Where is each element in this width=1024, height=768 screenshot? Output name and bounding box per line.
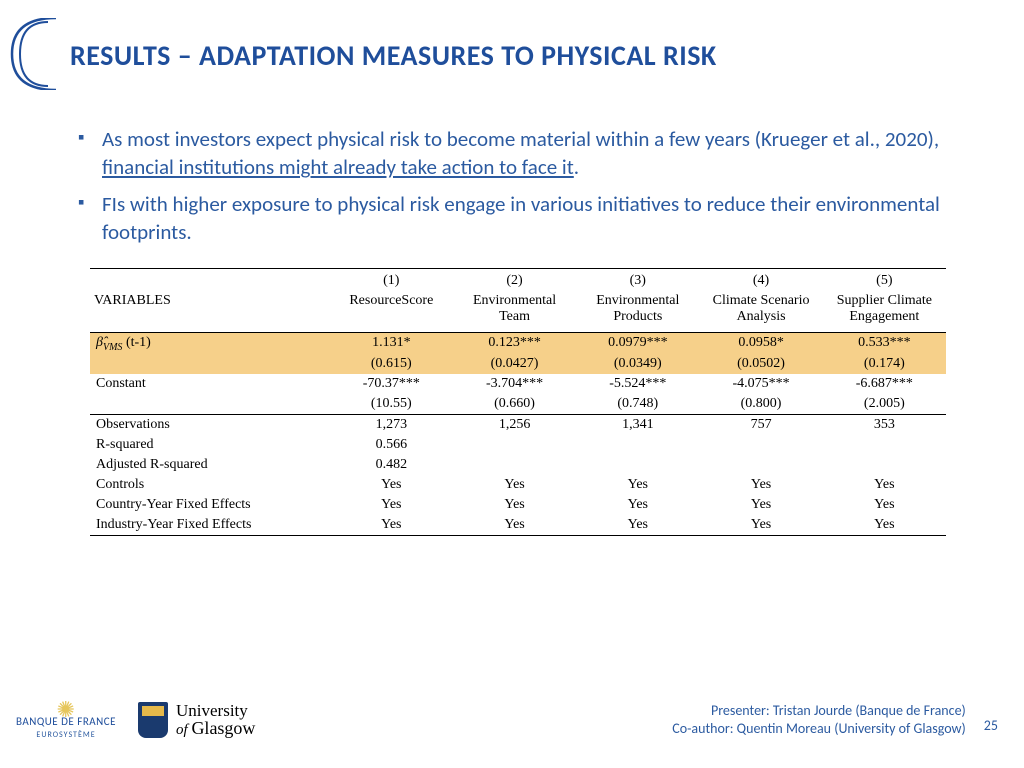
beta-2: 0.123***	[453, 332, 576, 354]
bdf-sub: EUROSYSTÈME	[36, 730, 95, 740]
header-3: Environmental Products	[576, 291, 699, 332]
uog-crest-icon	[138, 702, 168, 738]
bullet-1: As most investors expect physical risk t…	[78, 125, 946, 182]
sun-icon: ✺	[57, 699, 76, 721]
banque-de-france-logo: ✺BANQUE DE FRANCE EUROSYSTÈME	[16, 701, 116, 740]
obs-2: 1,256	[453, 415, 576, 436]
r2-label: R-squared	[90, 435, 330, 455]
cyfe-row: Country-Year Fixed Effects YesYesYesYesY…	[90, 495, 946, 515]
slide: RESULTS – ADAPTATION MEASURES TO PHYSICA…	[0, 0, 1024, 768]
variables-label: VARIABLES	[90, 291, 330, 332]
university-of-glasgow-logo: University of Glasgow	[138, 702, 255, 738]
bullet-1-text-b: .	[574, 154, 579, 180]
beta-se-5: (0.174)	[823, 354, 946, 374]
iyfe-row: Industry-Year Fixed Effects YesYesYesYes…	[90, 515, 946, 536]
presenter-line: Presenter: Tristan Jourde (Banque de Fra…	[672, 702, 966, 720]
logo-group: ✺BANQUE DE FRANCE EUROSYSTÈME University…	[16, 701, 255, 740]
colnum-3: (3)	[576, 269, 699, 292]
const-se-3: (0.748)	[576, 394, 699, 415]
const-se-row: (10.55) (0.660) (0.748) (0.800) (2.005)	[90, 394, 946, 415]
colnum-1: (1)	[330, 269, 453, 292]
results-table-wrap: (1) (2) (3) (4) (5) VARIABLES ResourceSc…	[90, 268, 946, 536]
ar2-label: Adjusted R-squared	[90, 455, 330, 475]
r2-row: R-squared 0.566	[90, 435, 946, 455]
page-number: 25	[984, 717, 998, 738]
colnum-4: (4)	[699, 269, 822, 292]
r2-1: 0.566	[330, 435, 453, 455]
beta-4: 0.0958*	[699, 332, 822, 354]
const-1: -70.37***	[330, 374, 453, 394]
bullet-1-underline: financial institutions might already tak…	[102, 154, 574, 180]
ctrl-row: Controls YesYesYesYesYes	[90, 475, 946, 495]
slide-title: RESULTS – ADAPTATION MEASURES TO PHYSICA…	[70, 38, 964, 73]
obs-1: 1,273	[330, 415, 453, 436]
beta-label: β̂VMS (t-1)	[90, 332, 330, 354]
beta-se-4: (0.0502)	[699, 354, 822, 374]
obs-label: Observations	[90, 415, 330, 436]
coauthor-line: Co-author: Quentin Moreau (University of…	[672, 720, 966, 738]
footer-right: Presenter: Tristan Jourde (Banque de Fra…	[672, 702, 998, 738]
credits: Presenter: Tristan Jourde (Banque de Fra…	[672, 702, 966, 738]
obs-4: 757	[699, 415, 822, 436]
const-4: -4.075***	[699, 374, 822, 394]
obs-row: Observations 1,273 1,256 1,341 757 353	[90, 415, 946, 436]
beta-row: β̂VMS (t-1) 1.131* 0.123*** 0.0979*** 0.…	[90, 332, 946, 354]
header-2: Environmental Team	[453, 291, 576, 332]
cyfe-label: Country-Year Fixed Effects	[90, 495, 330, 515]
corner-ornament	[10, 18, 62, 95]
const-3: -5.524***	[576, 374, 699, 394]
ar2-1: 0.482	[330, 455, 453, 475]
obs-3: 1,341	[576, 415, 699, 436]
const-label: Constant	[90, 374, 330, 394]
uog-of: of	[176, 722, 191, 738]
beta-se-1: (0.615)	[330, 354, 453, 374]
const-se-5: (2.005)	[823, 394, 946, 415]
colnum-5: (5)	[823, 269, 946, 292]
beta-3: 0.0979***	[576, 332, 699, 354]
header-4: Climate Scenario Analysis	[699, 291, 822, 332]
iyfe-label: Industry-Year Fixed Effects	[90, 515, 330, 536]
header-1: ResourceScore	[330, 291, 453, 332]
table-colnum-row: (1) (2) (3) (4) (5)	[90, 269, 946, 292]
beta-se-row: (0.615) (0.0427) (0.0349) (0.0502) (0.17…	[90, 354, 946, 374]
bullet-list: As most investors expect physical risk t…	[78, 125, 946, 246]
results-table: (1) (2) (3) (4) (5) VARIABLES ResourceSc…	[90, 268, 946, 536]
const-se-2: (0.660)	[453, 394, 576, 415]
colnum-2: (2)	[453, 269, 576, 292]
const-row: Constant -70.37*** -3.704*** -5.524*** -…	[90, 374, 946, 394]
const-2: -3.704***	[453, 374, 576, 394]
beta-se-2: (0.0427)	[453, 354, 576, 374]
uog-line1: University	[176, 702, 255, 719]
bullet-2: FIs with higher exposure to physical ris…	[78, 190, 946, 247]
beta-1: 1.131*	[330, 332, 453, 354]
header-5: Supplier Climate Engagement	[823, 291, 946, 332]
const-se-4: (0.800)	[699, 394, 822, 415]
obs-5: 353	[823, 415, 946, 436]
beta-se-3: (0.0349)	[576, 354, 699, 374]
const-se-1: (10.55)	[330, 394, 453, 415]
ctrl-label: Controls	[90, 475, 330, 495]
footer: ✺BANQUE DE FRANCE EUROSYSTÈME University…	[0, 690, 1024, 750]
const-5: -6.687***	[823, 374, 946, 394]
uog-line2: Glasgow	[191, 718, 255, 738]
beta-5: 0.533***	[823, 332, 946, 354]
bullet-1-text-a: As most investors expect physical risk t…	[102, 126, 939, 152]
ar2-row: Adjusted R-squared 0.482	[90, 455, 946, 475]
table-header-row: VARIABLES ResourceScore Environmental Te…	[90, 291, 946, 332]
